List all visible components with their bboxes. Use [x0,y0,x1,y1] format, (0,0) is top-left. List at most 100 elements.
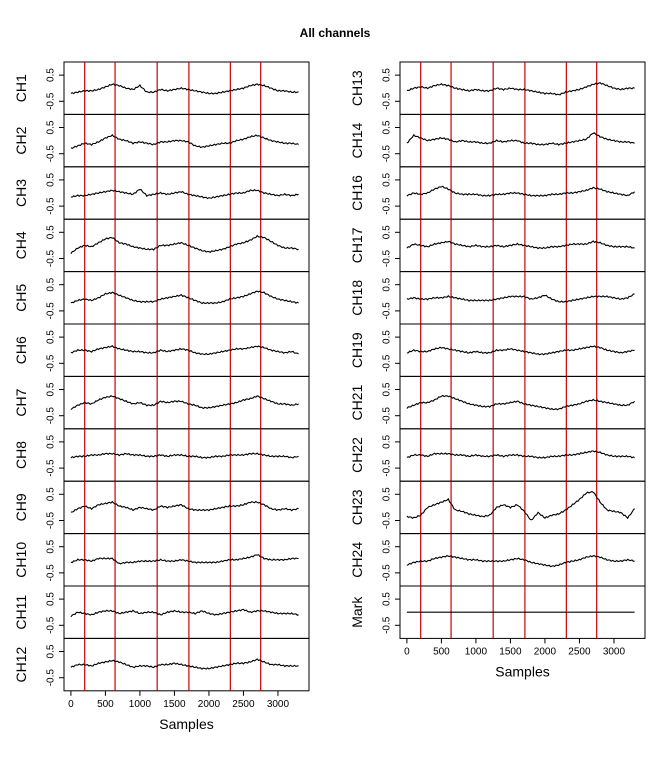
y-tick-label: 0.5 [382,225,393,239]
x-tick-label: 0 [404,646,410,657]
channel-label: CH9 [13,493,29,521]
y-tick-label: -0.5 [46,92,57,110]
signal-line [70,83,299,95]
channel-label: CH5 [13,284,29,312]
y-tick-label: 0.5 [382,382,393,396]
signal-line [70,395,299,411]
channel-ch21: CH21 -0.5 0.5 [349,375,646,430]
channel-label: CH3 [13,179,29,207]
y-tick-label: -0.5 [46,669,57,687]
channel-ch9: CH9 -0.5 0.5 [13,480,310,535]
signal-line [406,394,636,411]
signal-line [70,500,299,513]
y-tick-label: 0.5 [382,435,393,449]
channel-ch12: CH12 -0.5 0.5 [13,637,310,692]
signal-line [70,234,299,255]
y-tick-label: 0.5 [46,644,57,658]
channel-ch7: CH7 -0.5 0.5 [13,375,310,430]
signal-line [406,554,635,568]
channel-ch16: CH16 -0.5 0.5 [349,166,646,220]
channel-label: CH1 [13,74,29,102]
y-tick-label: 0.5 [46,330,57,344]
x-tick-label: 2000 [198,699,221,710]
y-tick-label: 0.5 [46,435,57,449]
y-tick-label: 0.5 [382,173,393,187]
channel-ch23: CH23 -0.5 0.5 [349,480,646,535]
channel-ch1: CH1 -0.5 0.5 [13,61,310,115]
x-tick-label: 1000 [129,699,152,710]
signal-line [406,185,636,198]
channel-ch19: CH19 -0.5 0.5 [349,323,646,377]
channel-ch18: CH18 -0.5 0.5 [349,271,646,325]
signal-line [406,490,635,521]
channel-frame [399,61,646,115]
y-tick-label: 0.5 [382,277,393,291]
y-tick-label: -0.5 [46,407,57,425]
y-tick-label: 0.5 [382,539,393,553]
x-axis-left: 0 500 1000 1500 2000 2500 3000 Samples [68,690,290,732]
y-tick-label: -0.5 [46,564,57,582]
y-tick-label: -0.5 [46,511,57,529]
channel-label: CH11 [13,595,29,630]
channel-label: Mark [349,596,365,628]
y-tick-label: -0.5 [46,249,57,267]
channel-ch4: CH4 -0.5 0.5 [13,218,310,273]
y-tick-label: -0.5 [46,145,57,163]
x-axis-right: 0 500 1000 1500 2000 2500 3000 Samples [404,638,626,679]
channel-label: CH18 [349,280,365,316]
panel-left: CH1 -0.5 0.5 CH2 -0.5 0.5 CH3 -0.5 0.5 CH4 -0.5 0.5… [13,61,310,732]
y-tick-label: -0.5 [46,459,57,477]
y-tick-label: -0.5 [382,459,393,477]
y-tick-label: 0.5 [46,173,57,187]
channel-label: CH17 [349,227,365,263]
channel-frame [399,113,646,168]
y-tick-label: -0.5 [382,302,393,320]
x-axis-title: Samples [495,663,549,679]
y-tick-label: -0.5 [382,511,393,529]
channel-label: CH14 [349,122,365,158]
y-tick-label: 0.5 [46,68,57,82]
y-tick-label: -0.5 [382,92,393,110]
y-tick-label: 0.5 [46,487,57,501]
signal-line [406,132,635,146]
channel-label: CH22 [349,437,365,473]
channel-label: CH19 [349,332,365,368]
signal-line [70,608,299,618]
channel-ch13: CH13 -0.5 0.5 [349,61,646,115]
y-tick-label: 0.5 [46,592,57,606]
channel-ch22: CH22 -0.5 0.5 [349,428,646,482]
signal-line [70,290,299,305]
channel-mark: Mark -0.5 0.5 [349,585,646,639]
y-tick-label: -0.5 [46,302,57,320]
signal-line [406,293,635,303]
channel-ch3: CH3 -0.5 0.5 [13,166,310,220]
channel-ch6: CH6 -0.5 0.5 [13,323,310,377]
y-tick-label: 0.5 [382,592,393,606]
figure-title: All channels [300,26,371,40]
y-tick-label: 0.5 [382,68,393,82]
y-tick-label: -0.5 [382,407,393,425]
x-tick-label: 500 [433,646,450,657]
signal-line [70,554,299,565]
channel-label: CH4 [13,231,29,259]
x-tick-label: 1500 [499,646,522,657]
signal-line [70,452,299,460]
channel-label: CH21 [349,384,365,420]
x-tick-label: 2000 [534,646,557,657]
x-tick-label: 1500 [163,699,186,710]
x-tick-label: 1000 [465,646,488,657]
channel-frame [63,637,310,692]
channel-ch14: CH14 -0.5 0.5 [349,113,646,168]
y-tick-label: 0.5 [46,225,57,239]
panels: CH1 -0.5 0.5 CH2 -0.5 0.5 CH3 -0.5 0.5 CH4 -0.5 0.5… [13,61,646,732]
y-tick-label: 0.5 [382,120,393,134]
channel-label: CH24 [349,542,365,578]
y-tick-label: -0.5 [382,197,393,215]
y-tick-label: -0.5 [382,616,393,634]
signal-line [70,133,299,150]
channel-label: CH12 [13,646,29,682]
x-tick-label: 3000 [603,646,626,657]
y-tick-label: -0.5 [382,354,393,372]
signal-line [406,450,635,459]
